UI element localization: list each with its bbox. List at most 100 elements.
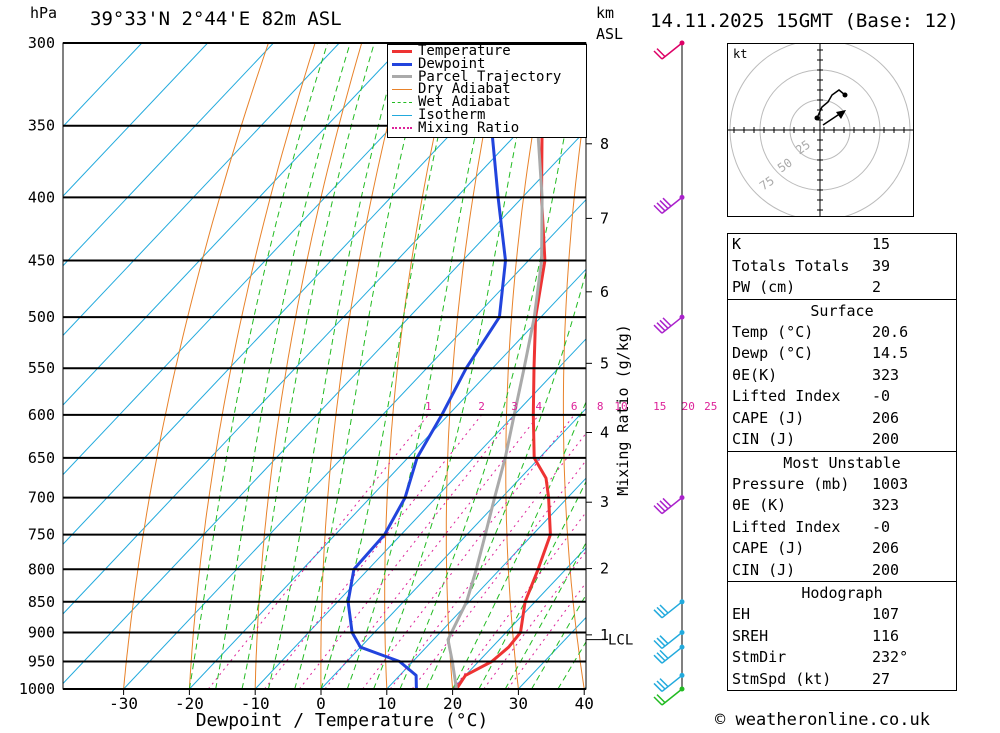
plot-frame bbox=[62, 42, 587, 690]
most-unstable-label: θE (K) bbox=[732, 496, 787, 514]
wind-barb-flag bbox=[653, 639, 663, 649]
dry-adiabat-line bbox=[254, 43, 363, 689]
most-unstable-title: Most Unstable bbox=[728, 450, 956, 474]
hodograph-end-point bbox=[842, 92, 848, 98]
wind-barb-shaft bbox=[661, 674, 683, 693]
most-unstable-value: 323 bbox=[872, 496, 900, 514]
legend-item: Dewpoint bbox=[388, 55, 586, 72]
index-label: PW (cm) bbox=[732, 278, 796, 296]
wet-adiabat-line bbox=[320, 43, 461, 689]
wind-barb-shaft bbox=[661, 196, 683, 214]
x-tick-label: -10 bbox=[241, 694, 270, 713]
isotherm-line bbox=[63, 43, 340, 337]
dry-adiabat-line bbox=[188, 43, 316, 689]
isotherm-line bbox=[63, 43, 274, 267]
surface-title: Surface bbox=[728, 298, 956, 322]
legend-label: Isotherm bbox=[418, 106, 486, 123]
surface-label: CIN (J) bbox=[732, 430, 796, 448]
wet-adiabat-line bbox=[399, 43, 583, 689]
dry-adiabat-line bbox=[673, 43, 716, 689]
legend-swatch bbox=[392, 127, 412, 130]
legend-swatch bbox=[392, 75, 412, 79]
most-unstable-row: θE (K) 323 bbox=[728, 495, 956, 517]
pressure-tick-label: 300 bbox=[28, 34, 55, 52]
wind-barb-flag bbox=[656, 694, 666, 704]
copyright: © weatheronline.co.uk bbox=[715, 710, 930, 730]
wind-barb-flag bbox=[653, 609, 663, 619]
legend-label: Parcel Trajectory bbox=[418, 68, 562, 85]
temperature-line bbox=[455, 43, 552, 689]
isotherm-line bbox=[452, 547, 586, 689]
index-value: 2 bbox=[872, 278, 882, 296]
hodograph-ring-label: 50 bbox=[775, 155, 795, 175]
mixing-ratio-label: 25 bbox=[704, 400, 717, 413]
dry-adiabat-line bbox=[123, 43, 269, 689]
hodograph-trace bbox=[816, 89, 846, 119]
wind-barb-flag bbox=[653, 696, 663, 706]
hodograph-ring-label: 25 bbox=[793, 137, 813, 157]
wind-barb-flag bbox=[659, 635, 669, 645]
legend-swatch bbox=[392, 102, 412, 104]
isotherm-line bbox=[63, 59, 586, 615]
most-unstable-row: Lifted Index -0 bbox=[728, 517, 956, 539]
wind-barb-flag bbox=[659, 649, 669, 659]
legend-item: Dry Adiabat bbox=[388, 82, 586, 96]
wind-barb-flag bbox=[659, 678, 669, 688]
index-row: PW (cm) 2 bbox=[728, 277, 956, 299]
wind-barb-shaft bbox=[661, 42, 683, 60]
lcl-label: LCL bbox=[608, 633, 633, 649]
hodograph-stat-row: SREH 116 bbox=[728, 626, 956, 648]
wind-barb-flag bbox=[656, 606, 666, 616]
surface-value: 14.5 bbox=[872, 344, 909, 362]
indices-table: K 15 Totals Totals 39 PW (cm) 2 Surface Temp … bbox=[727, 233, 957, 691]
mixing-ratio-label: 6 bbox=[571, 400, 578, 413]
legend: Temperature Dewpoint Parcel Trajectory Dry … bbox=[387, 44, 587, 138]
mixing-ratio-axis-title: Mixing Ratio (g/kg) bbox=[614, 324, 632, 496]
index-value: 15 bbox=[872, 235, 891, 253]
wind-barb-flag bbox=[656, 48, 666, 58]
surface-row: Dewp (°C) 14.5 bbox=[728, 343, 956, 365]
wind-barb-flag bbox=[656, 680, 666, 690]
mixing-ratio-line bbox=[299, 414, 515, 689]
x-tick-label: 40 bbox=[575, 694, 594, 713]
isotherm-line bbox=[320, 407, 586, 689]
km-tick-label: 5 bbox=[600, 354, 609, 372]
hodograph-stat-value: 232° bbox=[872, 648, 909, 666]
wet-adiabat-line bbox=[215, 43, 351, 689]
index-row: Totals Totals 39 bbox=[728, 256, 956, 278]
legend-label: Dewpoint bbox=[418, 55, 486, 72]
wind-barb-flag bbox=[653, 654, 663, 664]
mixing-ratio-label: 8 bbox=[597, 400, 604, 413]
datetime-title: 14.11.2025 15GMT (Base: 12) bbox=[650, 10, 959, 32]
hodograph-stat-row: EH 107 bbox=[728, 604, 956, 626]
isotherm-line bbox=[123, 198, 586, 689]
wind-barb-flag bbox=[659, 319, 669, 329]
wind-barb-flag bbox=[656, 637, 666, 647]
legend-swatch bbox=[392, 62, 412, 66]
surface-row: CIN (J) 200 bbox=[728, 429, 956, 451]
hodograph-stat-label: StmDir bbox=[732, 648, 787, 666]
hodograph-unit: kt bbox=[733, 47, 747, 61]
hodograph-stat-label: EH bbox=[732, 605, 751, 623]
mixing-ratio-label: 4 bbox=[535, 400, 542, 413]
wind-barb-flag bbox=[653, 505, 663, 515]
wind-barb-flag bbox=[659, 500, 669, 510]
isotherm-line bbox=[386, 477, 586, 689]
km-label: km bbox=[596, 4, 615, 22]
km-tick-label: 3 bbox=[600, 493, 609, 511]
legend-item: Parcel Trajectory bbox=[388, 68, 586, 85]
index-label: Totals Totals bbox=[732, 256, 850, 275]
surface-value: 20.6 bbox=[872, 322, 909, 341]
hpa-label: hPa bbox=[30, 4, 58, 22]
surface-value: -0 bbox=[872, 387, 891, 405]
pressure-tick-label: 600 bbox=[28, 406, 55, 424]
wind-barb-flag bbox=[662, 317, 672, 327]
x-tick-label: -20 bbox=[175, 694, 204, 713]
wet-adiabat-line bbox=[452, 400, 586, 689]
pressure-tick-label: 500 bbox=[28, 308, 55, 326]
legend-label: Wet Adiabat bbox=[418, 94, 511, 111]
wet-adiabat-line bbox=[267, 43, 401, 689]
most-unstable-value: -0 bbox=[872, 517, 891, 536]
surface-row: θE(K) 323 bbox=[728, 365, 956, 387]
